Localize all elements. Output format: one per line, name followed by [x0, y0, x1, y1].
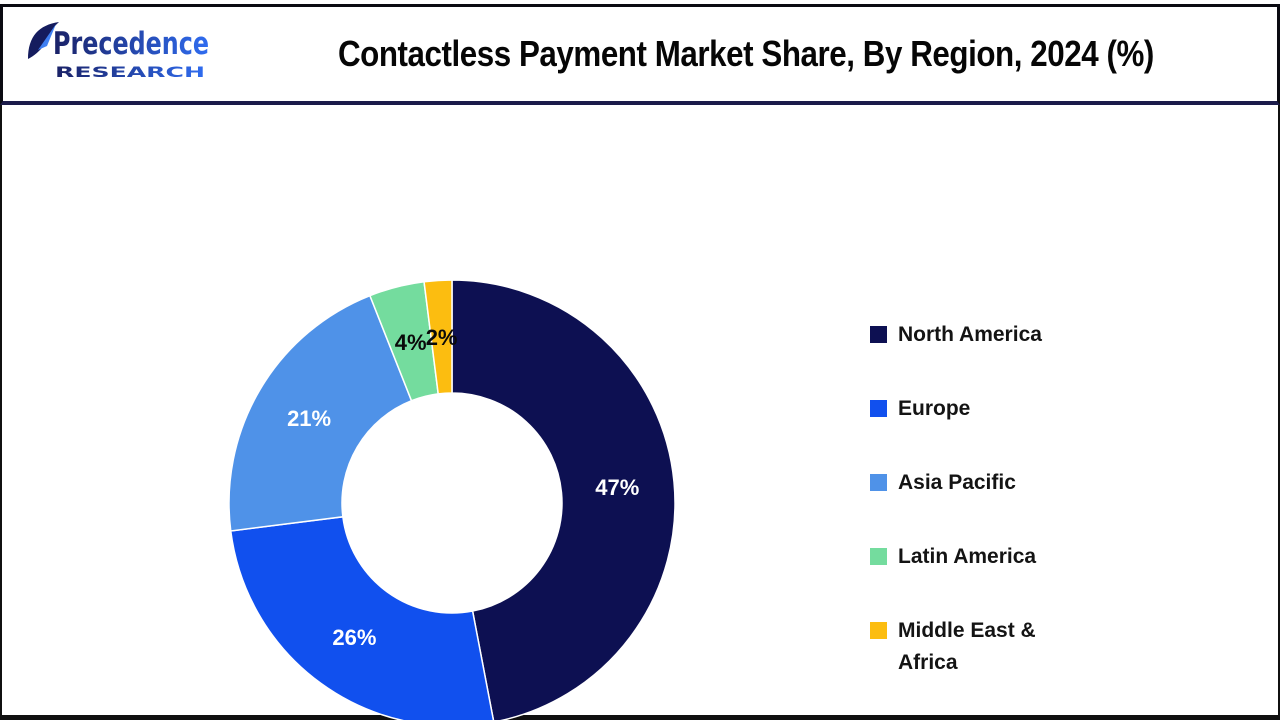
legend-item-north-america: North America	[870, 319, 1100, 351]
header: Precedence RESEARCH Contactless Payment …	[0, 4, 1280, 105]
legend-swatch-icon	[870, 474, 887, 491]
legend-swatch-icon	[870, 326, 887, 343]
donut-slice-north-america	[451, 279, 676, 720]
title-area: Contactless Payment Market Share, By Reg…	[215, 33, 1277, 75]
brand-tagline-text: RESEARCH	[55, 65, 205, 81]
brand-logo: Precedence RESEARCH	[3, 21, 215, 88]
legend-label: Europe	[898, 397, 971, 420]
donut-chart: 47% 26% 21% 4% 2%	[228, 279, 676, 720]
legend-item-latin-america: Latin America	[870, 541, 1100, 573]
precedence-research-logo-icon: Precedence RESEARCH	[28, 21, 209, 81]
legend-label: Middle East & Africa	[898, 619, 1036, 674]
donut-slice-asia-pacific	[228, 294, 413, 532]
legend-item-asia-pacific: Asia Pacific	[870, 467, 1100, 499]
slice-label-north-america: 47%	[595, 475, 639, 500]
legend-item-middle-east-africa: Middle East & Africa	[870, 615, 1100, 679]
donut-slice-europe	[229, 515, 495, 720]
donut-slice-middle-east-africa	[423, 279, 453, 395]
legend-label: North America	[898, 323, 1042, 346]
page-title-text: Contactless Payment Market Share, By Reg…	[338, 33, 1154, 74]
slice-label-latin-america: 4%	[395, 330, 427, 355]
legend: North America Europe Asia Pacific Latin Ame…	[870, 319, 1100, 679]
slice-label-europe: 26%	[332, 625, 376, 650]
legend-label: Asia Pacific	[898, 471, 1016, 494]
brand-name-text: Precedence	[53, 26, 209, 62]
legend-swatch-icon	[870, 622, 887, 639]
chart-area: 47% 26% 21% 4% 2% North America Europe Asia Pa…	[0, 105, 1280, 720]
legend-label: Latin America	[898, 545, 1037, 568]
legend-swatch-icon	[870, 400, 887, 417]
slice-label-asia-pacific: 21%	[287, 406, 331, 431]
legend-item-europe: Europe	[870, 393, 1100, 425]
slice-label-middle-east-africa: 2%	[426, 325, 458, 350]
page-title: Contactless Payment Market Share, By Reg…	[215, 33, 1277, 75]
leaf-icon	[28, 21, 59, 59]
legend-swatch-icon	[870, 548, 887, 565]
